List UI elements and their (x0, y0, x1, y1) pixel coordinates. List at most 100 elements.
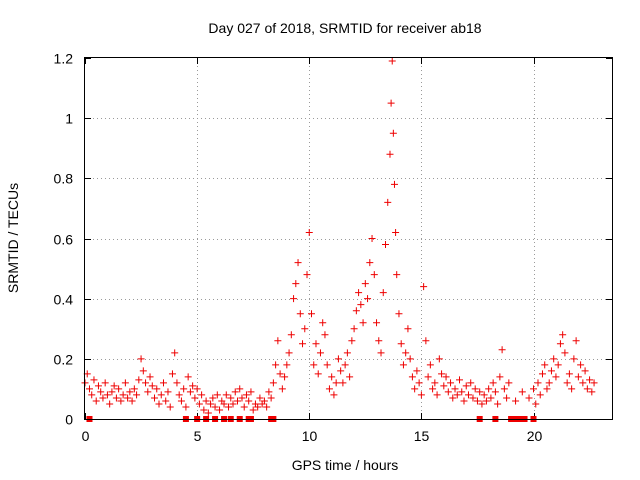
data-point (92, 397, 100, 405)
data-point (456, 376, 464, 384)
data-point (328, 373, 336, 381)
data-point (195, 400, 203, 408)
data-point (442, 373, 450, 381)
data-point (411, 385, 419, 393)
data-point (570, 355, 578, 363)
data-point (139, 367, 147, 375)
y-tick-label: 0.4 (54, 292, 74, 308)
data-point (278, 385, 286, 393)
plot-frame (84, 57, 613, 420)
data-point (482, 397, 490, 405)
data-point (193, 385, 201, 393)
data-point (94, 382, 102, 390)
data-point (106, 400, 114, 408)
data-point (352, 307, 360, 315)
data-points (81, 57, 598, 422)
data-point (536, 391, 544, 399)
data-point (444, 388, 452, 396)
data-point (332, 379, 340, 387)
data-point (556, 340, 564, 348)
data-point (361, 280, 369, 288)
data-point (406, 355, 414, 363)
data-point (124, 394, 132, 402)
data-point (204, 409, 212, 417)
data-point (222, 391, 230, 399)
data-point (469, 394, 477, 402)
x-tick-label: 10 (302, 428, 318, 444)
data-point (451, 385, 459, 393)
y-tick-label: 0.2 (54, 352, 74, 368)
x-tick-label: 15 (414, 428, 430, 444)
data-point (413, 367, 421, 375)
data-point (384, 198, 392, 206)
data-point (368, 235, 376, 242)
data-point (561, 349, 569, 357)
data-point (110, 382, 118, 390)
data-point (550, 355, 558, 363)
data-point (387, 99, 395, 107)
data-point (494, 400, 502, 408)
data-point (478, 400, 486, 408)
data-point (390, 180, 398, 188)
x-tick-labels: 0 5 10 15 20 (82, 428, 543, 444)
data-point (525, 394, 533, 402)
data-point (283, 361, 291, 369)
data-point (303, 271, 311, 279)
data-point (101, 379, 109, 387)
data-point (287, 331, 295, 339)
data-point (505, 379, 513, 387)
data-point (346, 373, 354, 381)
data-point (249, 406, 257, 414)
data-point (319, 319, 327, 327)
data-point (310, 361, 318, 369)
y-tick-label: 0 (65, 412, 73, 428)
data-point (296, 310, 304, 318)
data-point (254, 403, 262, 411)
data-point (462, 382, 470, 390)
data-point (292, 280, 300, 288)
y-tick-label: 1.2 (54, 51, 74, 67)
data-point (189, 382, 197, 390)
data-point (85, 385, 93, 393)
x-tick-label: 20 (527, 428, 543, 444)
data-point (590, 379, 598, 387)
data-point (586, 376, 594, 384)
data-point (417, 391, 425, 399)
data-point (375, 337, 383, 345)
data-point (263, 403, 271, 411)
data-point (379, 289, 387, 297)
data-point (207, 400, 215, 408)
data-point (272, 361, 280, 369)
data-point (438, 370, 446, 378)
data-point (424, 373, 432, 381)
data-point (171, 349, 179, 357)
data-point (395, 310, 403, 318)
data-point (325, 385, 333, 393)
data-point (581, 367, 589, 375)
data-point (153, 385, 161, 393)
data-point (389, 129, 397, 137)
data-point (267, 394, 275, 402)
data-point (177, 397, 185, 405)
data-point (281, 373, 289, 381)
data-point (543, 385, 551, 393)
data-point (162, 397, 170, 405)
data-point (233, 397, 241, 405)
data-point (256, 394, 264, 402)
data-point (227, 394, 235, 402)
x-axis-label: GPS time / hours (292, 457, 399, 473)
data-point (350, 325, 358, 333)
data-point (447, 379, 455, 387)
data-point (301, 325, 309, 333)
x-tick-label: 0 (82, 428, 90, 444)
data-point (137, 355, 145, 363)
data-point (458, 388, 466, 396)
data-point (357, 301, 365, 309)
data-point (563, 379, 571, 387)
x-tick-label: 5 (194, 428, 202, 444)
data-point (202, 397, 210, 405)
data-point (392, 228, 400, 236)
data-point (247, 388, 255, 396)
data-point (115, 385, 123, 393)
